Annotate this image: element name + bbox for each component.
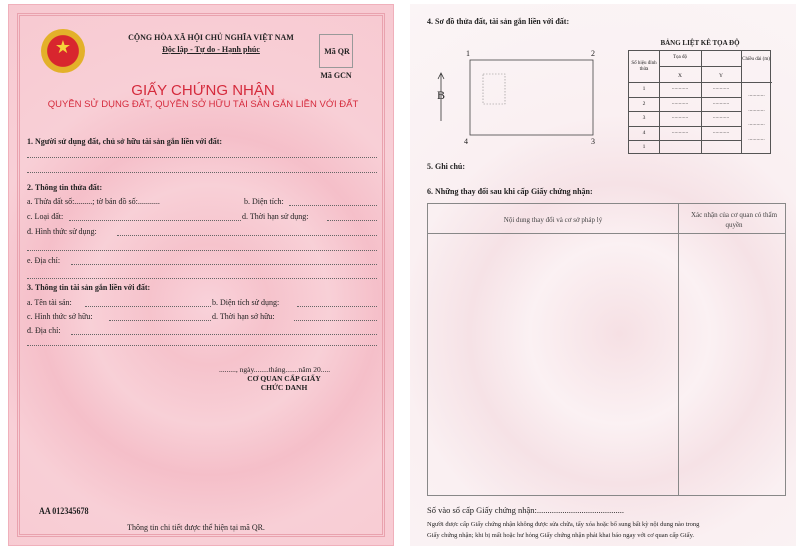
- address-label: e. Địa chỉ:: [27, 256, 61, 265]
- fill-line: [27, 345, 377, 346]
- point-number: 2: [642, 100, 646, 107]
- y-value: ............: [712, 99, 730, 106]
- national-emblem-icon: ★: [41, 29, 85, 73]
- certificate-title: GIẤY CHỨNG NHẬN: [131, 82, 275, 99]
- changes-header-confirmation: Xác nhận của cơ quan có thẩm quyền: [690, 211, 778, 229]
- certificate-front-page: ★ CỘNG HÒA XÃ HỘI CHỦ NGHĨA VIỆT NAM Độc…: [8, 4, 394, 546]
- section-4-heading: 4. Sơ đồ thửa đất, tài sản gắn liền với …: [427, 17, 570, 26]
- decorative-border: [17, 13, 385, 537]
- fill-line: [27, 278, 377, 279]
- point-number: 1: [642, 144, 646, 150]
- asset-name-label: a. Tên tài sản:: [27, 298, 72, 307]
- grid-line: [659, 66, 741, 67]
- x-value: ............: [671, 99, 689, 106]
- corner-label: 2: [591, 49, 595, 58]
- corner-label: 3: [591, 137, 595, 146]
- warning-note-line-1: Người được cấp Giấy chứng nhận không đượ…: [427, 521, 700, 528]
- y-value: ............: [712, 128, 730, 135]
- gcn-code-label: Mã GCN: [320, 71, 352, 80]
- y-value: ............: [712, 114, 730, 120]
- length-value: ............: [748, 106, 765, 113]
- point-number: 3: [642, 115, 646, 121]
- parcel-diagram-lines: [437, 59, 594, 136]
- usage-form-label: đ. Hình thức sử dụng:: [27, 227, 97, 236]
- land-type-label: c. Loại đất:: [27, 212, 64, 221]
- fill-line: [69, 220, 241, 221]
- asset-address-label: đ. Địa chỉ:: [27, 326, 61, 335]
- coordinate-table: Số hiệu đỉnh thửa Tọa độ X Y Chiều dài (…: [628, 50, 772, 154]
- grid-line: [701, 51, 702, 153]
- header-length: Chiều dài (m): [742, 57, 770, 62]
- north-arrow-label: B: [437, 88, 446, 102]
- y-value: ............: [712, 85, 730, 91]
- fill-line: [27, 172, 377, 173]
- ownership-term-label: d. Thời hạn sở hữu:: [212, 312, 275, 321]
- header-x: X: [678, 73, 682, 79]
- point-number: 1: [642, 86, 646, 92]
- changes-table: Nội dung thay đổi và cơ sở pháp lý Xác n…: [427, 203, 786, 496]
- nation-name: CỘNG HÒA XÃ HỘI CHỦ NGHĨA VIỆT NAM: [128, 33, 294, 42]
- fill-line: [85, 306, 211, 307]
- fill-line: [27, 250, 377, 251]
- changes-header-content: Nội dung thay đổi và cơ sở pháp lý: [503, 216, 603, 224]
- fill-line: [27, 157, 377, 158]
- parcel-number-field: a. Thửa đất số:.........; tờ bản đồ số:.…: [27, 197, 160, 206]
- register-number: Số vào sổ cấp Giấy chứng nhận:..........…: [427, 505, 625, 515]
- issuing-agency: CƠ QUAN CẤP GIẤY: [247, 374, 321, 383]
- signer-title: CHỨC DANH: [260, 383, 308, 392]
- grid-line: [629, 82, 741, 83]
- section-1-heading: 1. Người sử dụng đất, chủ sở hữu tài sản…: [27, 137, 223, 146]
- certificate-subtitle: QUYỀN SỬ DỤNG ĐẤT, QUYỀN SỞ HỮU TÀI SẢN …: [47, 99, 359, 110]
- grid-line: [659, 51, 660, 153]
- x-value: ............: [671, 128, 689, 135]
- issue-date: ........., ngày........tháng.......năm 2…: [219, 365, 331, 374]
- length-value: ............: [748, 121, 765, 127]
- fill-line: [327, 220, 377, 221]
- warning-note-line-2: Giấy chứng nhận; khi bị mất hoặc hư hỏng…: [427, 532, 695, 539]
- qr-label: Mã QR: [324, 47, 350, 56]
- corner-label: 1: [466, 49, 470, 58]
- certificate-back-page: 4. Sơ đồ thửa đất, tài sản gắn liền với …: [410, 4, 796, 546]
- grid-line: [629, 96, 741, 98]
- length-value: ............: [748, 135, 765, 142]
- section-5-heading: 5. Ghi chú:: [427, 162, 466, 171]
- grid-line: [741, 82, 772, 83]
- x-value: ............: [671, 85, 689, 91]
- length-value: ............: [748, 92, 765, 98]
- grid-line: [629, 125, 741, 127]
- fill-line: [71, 334, 377, 335]
- fill-line: [289, 205, 377, 206]
- x-value: ............: [671, 114, 689, 120]
- used-area-label: b. Diện tích sử dụng:: [212, 298, 280, 307]
- header-coordinates: Tọa độ: [672, 55, 688, 60]
- section-2-heading: 2. Thông tin thửa đất:: [27, 183, 103, 192]
- serial-number: AA 012345678: [39, 507, 89, 517]
- section-3-heading: 3. Thông tin tài sản gắn liền với đất:: [27, 283, 151, 292]
- grid-line: [741, 51, 742, 153]
- usage-term-label: d. Thời hạn sử dụng:: [242, 212, 309, 221]
- qr-info-footer: Thông tin chi tiết được thể hiện tại mã …: [127, 523, 265, 532]
- fill-line: [117, 235, 377, 236]
- qr-code-box: Mã QR: [319, 34, 353, 68]
- grid-line: [629, 111, 741, 112]
- motto: Độc lập - Tự do - Hạnh phúc: [162, 45, 260, 54]
- ownership-form-label: c. Hình thức sở hữu:: [27, 312, 93, 321]
- coordinate-table-title: BẢNG LIỆT KÊ TỌA ĐỘ: [660, 39, 740, 47]
- grid-line: [629, 140, 741, 141]
- header-point: Số hiệu đỉnh thửa: [631, 61, 657, 72]
- fill-line: [297, 306, 377, 307]
- fill-line: [294, 320, 377, 321]
- point-number: 4: [642, 129, 646, 136]
- header-y: Y: [719, 73, 723, 79]
- corner-label: 4: [464, 137, 468, 146]
- fill-line: [109, 320, 211, 321]
- section-6-heading: 6. Những thay đổi sau khi cấp Giấy chứng…: [427, 187, 593, 196]
- area-label: b. Diện tích:: [244, 197, 284, 206]
- fill-line: [71, 264, 377, 265]
